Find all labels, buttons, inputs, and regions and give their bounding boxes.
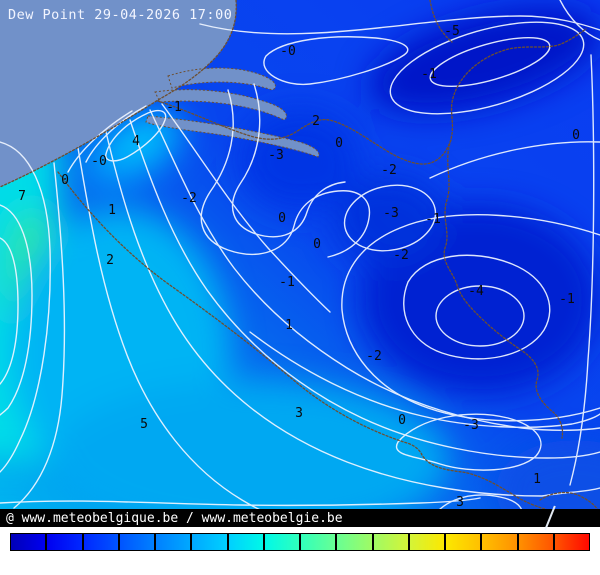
colorbar-segment (373, 534, 410, 550)
coastline (0, 0, 237, 188)
colorbar-segment (119, 534, 156, 550)
country-borders (0, 0, 600, 520)
contour-lines (0, 0, 600, 527)
colorbar-segment (337, 534, 374, 550)
colorbar-segment (409, 534, 446, 550)
map-canvas: -0 -5 -1 -1 2 4 0 0 -3 -0 -2 0 7 -2 1 -3 0 -1 0 -2 2 -1 -4 -1 1-… (0, 0, 600, 531)
attribution-bar: @ www.meteobelgique.be / www.meteobelgie… (0, 509, 600, 527)
map-title: Dew Point 29-04-2026 17:00 (8, 7, 233, 23)
colorbar-segment (11, 534, 48, 550)
colorbar-segment (301, 534, 338, 550)
colorbar-segment (518, 534, 555, 550)
colorbar-segment (83, 534, 120, 550)
colorbar-segment (47, 534, 84, 550)
colorbar (10, 533, 590, 551)
colorbar-segment (446, 534, 483, 550)
colorbar-segment (482, 534, 519, 550)
weather-map-svg (0, 0, 600, 527)
colorbar-segment (156, 534, 193, 550)
colorbar-segment (192, 534, 229, 550)
attribution-text: @ www.meteobelgique.be / www.meteobelgie… (6, 510, 343, 526)
colorbar-segment (554, 534, 589, 550)
colorbar-segment (228, 534, 265, 550)
colorbar-segment (264, 534, 301, 550)
